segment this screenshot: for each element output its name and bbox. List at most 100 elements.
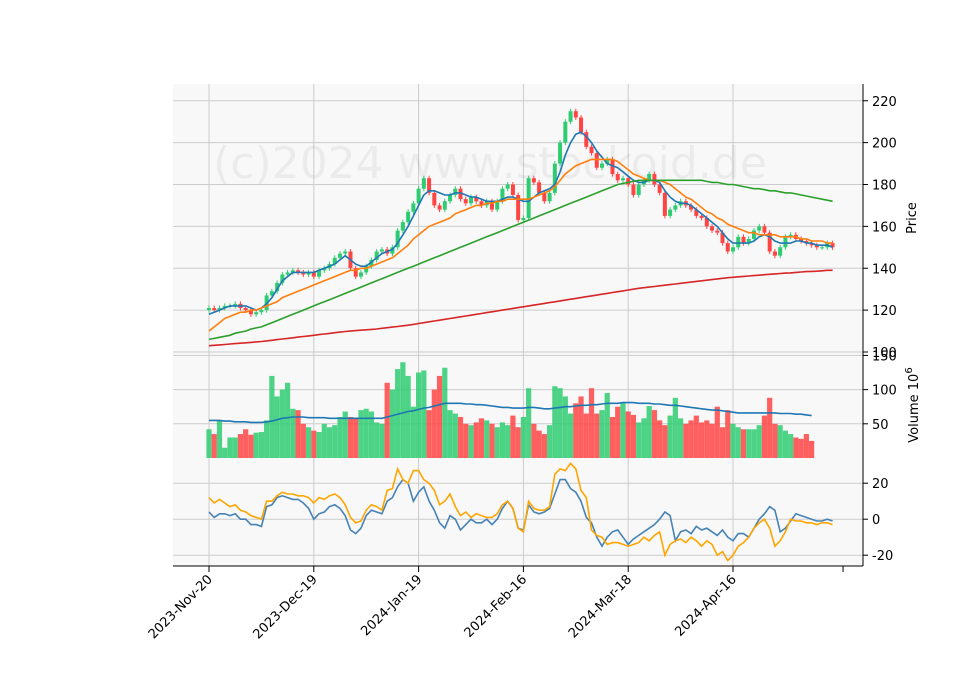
volume-bar bbox=[557, 388, 563, 458]
volume-bar bbox=[735, 427, 741, 458]
price-tick-label: 100 bbox=[872, 346, 897, 361]
candle-body bbox=[207, 308, 211, 311]
candle-body bbox=[568, 111, 573, 122]
volume-bar bbox=[693, 415, 699, 458]
volume-bar bbox=[657, 420, 663, 458]
volume-bar bbox=[756, 425, 762, 458]
candle-body bbox=[510, 184, 515, 195]
volume-bar bbox=[803, 434, 809, 458]
volume-bar bbox=[567, 413, 574, 458]
volume-bar bbox=[405, 375, 411, 458]
volume-bar bbox=[620, 401, 626, 458]
volume-bar bbox=[468, 425, 474, 458]
volume-bar bbox=[536, 430, 542, 458]
volume-bar bbox=[400, 362, 406, 458]
candle-body bbox=[395, 230, 400, 248]
volume-bar bbox=[285, 382, 291, 458]
candle-body bbox=[437, 205, 442, 210]
price-tick-label: 140 bbox=[872, 262, 897, 277]
candle-body bbox=[741, 236, 746, 244]
x-tick-label: 2023-Nov-20 bbox=[146, 572, 216, 642]
candle-body bbox=[594, 153, 599, 168]
candle-body bbox=[332, 257, 337, 265]
volume-bar bbox=[416, 372, 422, 458]
price-tick-label: 180 bbox=[872, 179, 897, 194]
volume-bar bbox=[777, 425, 783, 458]
volume-bar bbox=[767, 397, 773, 458]
volume-bar bbox=[311, 430, 317, 458]
volume-bar bbox=[227, 437, 233, 458]
candle-body bbox=[317, 270, 322, 277]
candle-body bbox=[379, 249, 384, 252]
volume-bar bbox=[510, 415, 516, 458]
candle-body bbox=[704, 218, 709, 227]
candle-body bbox=[736, 236, 741, 248]
candle-body bbox=[605, 159, 610, 164]
volume-bar bbox=[368, 411, 375, 458]
candle-body bbox=[757, 226, 762, 231]
candle-body bbox=[390, 247, 395, 254]
candle-body bbox=[720, 232, 725, 244]
volume-bar bbox=[237, 434, 244, 458]
x-tick-label: 2024-Jan-19 bbox=[358, 572, 425, 639]
price-tick-label: 200 bbox=[872, 137, 897, 152]
volume-bar bbox=[505, 425, 511, 458]
oscillator-tick-label: 0 bbox=[872, 513, 880, 528]
candle-body bbox=[531, 178, 536, 183]
candle-body bbox=[820, 247, 825, 249]
candle-body bbox=[731, 247, 735, 252]
volume-bar bbox=[630, 414, 637, 458]
candle-body bbox=[411, 203, 416, 212]
volume-ma-line bbox=[209, 401, 812, 424]
watermark-text: (c)2024 www.stockoid.de bbox=[213, 138, 767, 189]
oscillator-tick-label: -20 bbox=[872, 549, 893, 564]
volume-bar bbox=[342, 411, 348, 458]
ma-mid-line bbox=[208, 158, 833, 332]
volume-bar bbox=[704, 420, 710, 458]
candle-body bbox=[400, 222, 405, 231]
volume-bar bbox=[222, 447, 228, 458]
candle-body bbox=[563, 121, 568, 143]
volume-bar bbox=[447, 410, 453, 458]
candle-body bbox=[783, 236, 788, 248]
candle-body bbox=[458, 188, 463, 200]
candle-body bbox=[275, 282, 280, 292]
volume-bar bbox=[531, 423, 537, 458]
volume-bar bbox=[520, 416, 526, 458]
volume-bar bbox=[725, 410, 731, 458]
volume-bar bbox=[788, 434, 794, 458]
volume-bar bbox=[484, 420, 490, 458]
candle-body bbox=[552, 163, 557, 193]
volume-bar bbox=[646, 406, 652, 458]
candle-body bbox=[474, 197, 479, 202]
candle-body bbox=[254, 312, 259, 315]
candle-body bbox=[338, 253, 342, 258]
candle-body bbox=[406, 211, 411, 223]
volume-bar bbox=[609, 416, 616, 458]
candle-body bbox=[631, 184, 636, 195]
candle-body bbox=[285, 272, 290, 275]
volume-bar bbox=[300, 423, 306, 458]
candle-body bbox=[584, 132, 589, 147]
volume-bar bbox=[667, 415, 673, 458]
volume-bar bbox=[264, 420, 270, 458]
volume-bar bbox=[751, 429, 757, 458]
volume-bar bbox=[389, 389, 395, 458]
volume-bar bbox=[274, 396, 280, 458]
volume-bar bbox=[232, 437, 238, 458]
candle-body bbox=[725, 243, 730, 252]
candle-body bbox=[369, 259, 374, 267]
volume-bar bbox=[457, 416, 464, 458]
volume-bar bbox=[730, 423, 736, 458]
volume-bar bbox=[782, 430, 788, 458]
candle-body bbox=[442, 201, 447, 210]
volume-bar bbox=[452, 413, 458, 458]
volume-bar bbox=[363, 408, 369, 458]
candle-body bbox=[579, 117, 584, 133]
candle-body bbox=[269, 291, 274, 296]
volume-bar bbox=[798, 438, 804, 458]
volume-bar bbox=[442, 367, 448, 458]
volume-bar bbox=[253, 432, 259, 458]
volume-tick-label: 50 bbox=[872, 418, 889, 433]
volume-bar bbox=[515, 427, 521, 458]
